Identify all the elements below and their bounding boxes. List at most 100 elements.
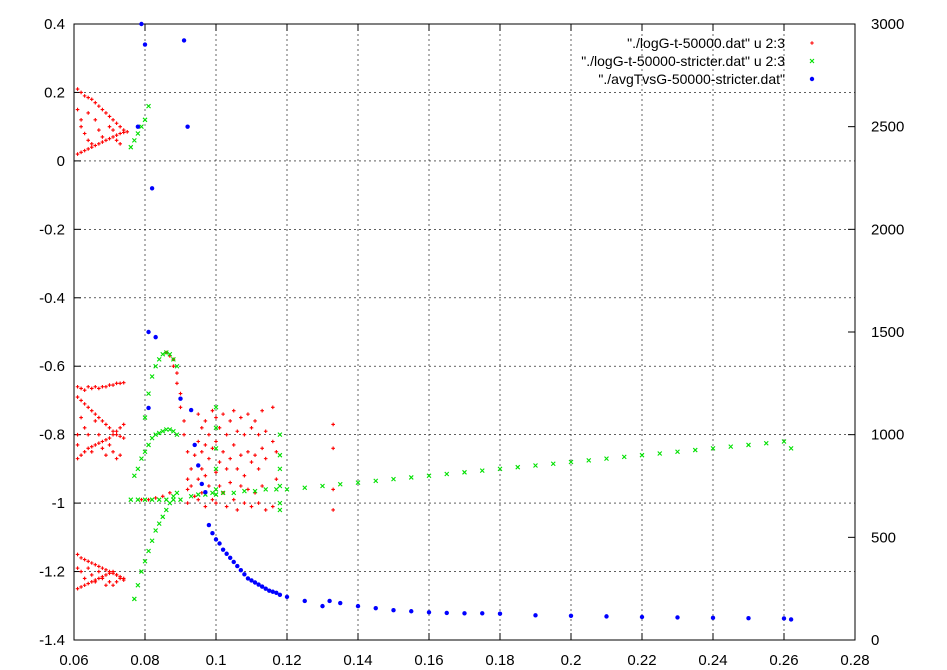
data-point-series-1	[75, 384, 80, 389]
data-point-series-1	[82, 131, 87, 136]
data-point-series-1	[104, 573, 108, 577]
data-point-series-2	[174, 432, 180, 438]
data-point-series-1	[224, 504, 229, 509]
data-point-series-3	[142, 42, 148, 47]
y2-tick-label: 1000	[871, 427, 904, 444]
data-point-series-1	[182, 432, 186, 437]
data-point-series-2	[135, 497, 141, 503]
y-tick-label: 0.2	[44, 84, 65, 101]
data-point-series-1	[100, 439, 105, 444]
data-point-series-1	[263, 508, 268, 512]
data-point-series-3	[568, 613, 574, 618]
data-point-series-1	[178, 391, 183, 396]
data-point-series-2	[135, 582, 141, 588]
y-tick-label: -1.4	[39, 632, 65, 649]
data-point-series-3	[355, 603, 361, 609]
data-point-series-1	[79, 398, 83, 403]
data-point-series-2	[213, 404, 219, 410]
data-point-series-2	[156, 356, 162, 362]
data-point-series-1	[217, 426, 222, 430]
data-point-series-1	[235, 429, 240, 434]
data-point-series-1	[104, 111, 108, 115]
data-point-series-1	[114, 138, 119, 143]
data-point-series-1	[107, 136, 112, 141]
data-point-series-1	[111, 449, 115, 454]
data-point-series-2	[149, 435, 155, 441]
data-point-series-3	[320, 603, 325, 609]
legend-label-2: "./logG-t-50000-stricter.dat" u 2:3	[581, 53, 785, 69]
data-point-series-3	[710, 615, 716, 621]
data-point-series-1	[214, 470, 218, 475]
data-point-series-2	[139, 456, 144, 462]
data-point-series-1	[242, 473, 247, 478]
data-point-series-1	[114, 432, 119, 437]
legend-marker-2	[809, 58, 815, 64]
data-point-series-1	[221, 412, 225, 416]
data-point-series-1	[93, 384, 98, 389]
data-point-series-1	[82, 557, 87, 562]
data-point-series-3	[788, 617, 794, 622]
data-point-series-1	[89, 580, 94, 584]
data-point-series-1	[189, 467, 193, 471]
data-point-series-2	[210, 490, 215, 496]
data-point-series-1	[75, 456, 80, 461]
data-point-series-1	[97, 569, 101, 574]
data-point-series-1	[256, 467, 261, 471]
data-point-series-1	[200, 491, 204, 495]
data-point-series-1	[118, 381, 122, 386]
data-point-series-1	[86, 111, 90, 115]
data-point-series-3	[746, 616, 751, 621]
data-point-series-1	[89, 386, 94, 391]
data-point-series-1	[100, 576, 105, 581]
data-point-series-1	[111, 569, 115, 574]
y-tick-label: -1	[52, 495, 65, 512]
data-point-series-1	[118, 453, 122, 457]
data-point-series-3	[302, 598, 307, 604]
data-point-series-1	[111, 432, 115, 437]
axis-ticks	[73, 23, 856, 641]
data-point-series-1	[178, 405, 183, 410]
data-point-series-1	[97, 441, 101, 446]
data-point-series-2	[213, 487, 219, 492]
data-point-series-1	[185, 501, 190, 505]
data-point-series-3	[259, 584, 265, 589]
data-point-series-1	[235, 508, 240, 512]
data-point-series-1	[89, 573, 94, 577]
data-point-series-2	[355, 480, 361, 485]
data-point-series-2	[639, 452, 645, 458]
data-point-series-1	[82, 449, 87, 454]
data-point-series-2	[788, 445, 794, 451]
data-point-series-3	[409, 609, 414, 614]
data-point-series-1	[75, 87, 80, 91]
y2-tick-label: 2500	[871, 119, 904, 136]
data-point-series-2	[746, 442, 751, 448]
data-point-series-2	[408, 475, 414, 480]
data-point-series-1	[86, 566, 90, 570]
data-point-series-1	[249, 460, 254, 464]
data-point-series-1	[253, 419, 257, 423]
grid	[74, 24, 855, 640]
data-point-series-1	[100, 566, 105, 570]
data-point-series-2	[163, 350, 169, 355]
data-point-series-3	[263, 586, 268, 591]
data-point-series-2	[426, 473, 432, 479]
data-point-series-1	[246, 412, 250, 416]
data-point-series-3	[639, 614, 645, 620]
data-point-series-2	[153, 528, 159, 533]
data-point-series-1	[107, 443, 112, 447]
data-point-series-3	[146, 329, 151, 335]
data-point-series-3	[338, 600, 343, 606]
data-point-series-1	[217, 484, 222, 488]
data-point-series-1	[114, 121, 119, 126]
data-point-series-2	[146, 442, 151, 448]
data-point-series-1	[153, 496, 158, 500]
data-point-series-2	[277, 483, 283, 489]
data-point-series-1	[331, 508, 335, 512]
data-point-series-1	[89, 145, 94, 149]
data-point-series-1	[79, 585, 83, 589]
data-point-series-1	[107, 436, 112, 440]
data-point-series-1	[203, 419, 208, 423]
data-point-series-1	[271, 504, 275, 509]
legend-label-1: "./logG-t-50000.dat" u 2:3	[627, 35, 785, 51]
data-point-series-3	[267, 588, 272, 593]
